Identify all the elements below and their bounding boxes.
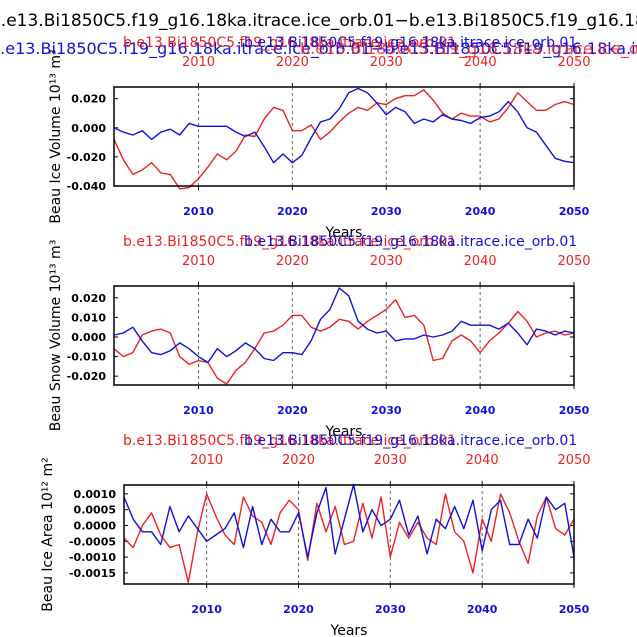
panel-title-red: b.e13.Bi1850C5.f19_g16.18ka.itrace.ice_o…	[123, 234, 456, 250]
bottom-tick-label: 2030	[371, 404, 402, 417]
bottom-tick-label: 2040	[465, 205, 496, 218]
plot-frame	[113, 285, 575, 386]
page-subtitle: b.e13.Bi1850C5.f19_g16.18ka.itrace.ice_o…	[0, 39, 637, 59]
y-axis-label: Beau Ice Area 10¹² m²	[40, 457, 56, 611]
top-tick-label: 2010	[182, 254, 215, 269]
panel-title-red: b.e13.Bi1850C5.f19_g16.18ka.itrace.ice_o…	[123, 35, 456, 51]
series-line-blue	[113, 87, 575, 164]
top-tick-label: 2040	[466, 453, 499, 468]
bottom-tick-label: 2030	[375, 603, 406, 616]
series-line-red	[123, 493, 575, 584]
chart-panel-2: b.e13.Bi1850C5.f19_g16.18ka.itrace.ice_o…	[48, 234, 591, 440]
bottom-tick-label: 2040	[467, 603, 498, 616]
panel-title-red: b.e13.Bi1850C5.f19_g16.18ka.itrace.ice_o…	[123, 433, 456, 449]
panel-title-blue: b.e13.Bi1850C5.f19_g16.18ka.itrace.ice_o…	[244, 433, 577, 449]
y-tick-label: 0.0010	[74, 488, 117, 501]
top-tick-label: 2030	[370, 55, 403, 70]
bottom-tick-label: 2050	[559, 603, 590, 616]
y-tick-label: 0.0005	[74, 504, 116, 517]
bottom-tick-label: 2010	[183, 404, 214, 417]
y-axis-label: Beau Snow Volume 10¹³ m³	[48, 240, 64, 432]
top-tick-label: 2020	[276, 55, 309, 70]
chart-panel-1: b.e13.Bi1850C5.f19_g16.18ka.itrace.ice_o…	[48, 35, 591, 241]
top-tick-label: 2020	[282, 453, 315, 468]
bottom-tick-label: 2020	[283, 603, 314, 616]
y-tick-label: -0.020	[67, 151, 107, 164]
y-tick-label: 0.000	[71, 331, 106, 344]
bottom-tick-label: 2020	[277, 205, 308, 218]
y-tick-label: 0.020	[71, 292, 106, 305]
top-tick-label: 2050	[557, 55, 590, 70]
top-tick-label: 2010	[182, 55, 215, 70]
y-tick-label: 0.000	[71, 122, 106, 135]
y-tick-label: -0.040	[67, 180, 107, 193]
bottom-tick-label: 2050	[559, 404, 590, 417]
y-tick-label: 0.010	[71, 311, 106, 324]
top-tick-label: 2030	[370, 254, 403, 269]
bottom-tick-label: 2010	[183, 205, 214, 218]
page-title: b.e13.Bi1850C5.f19_g16.18ka.itrace.ice_o…	[0, 11, 637, 31]
panel-title-blue: b.e13.Bi1850C5.f19_g16.18ka.itrace.ice_o…	[244, 234, 577, 250]
bottom-tick-label: 2020	[277, 404, 308, 417]
x-axis-label: Years	[325, 424, 363, 440]
bottom-tick-label: 2030	[371, 205, 402, 218]
series-line-red	[113, 299, 575, 385]
top-tick-label: 2010	[190, 453, 223, 468]
y-axis-label: Beau Ice Volume 10¹³ m³	[48, 49, 64, 223]
panels: b.e13.Bi1850C5.f19_g16.18ka.itrace.ice_o…	[40, 35, 591, 637]
y-tick-label: 0.0000	[74, 519, 117, 532]
panel-title-blue: b.e13.Bi1850C5.f19_g16.18ka.itrace.ice_o…	[244, 35, 577, 51]
y-tick-label: -0.0015	[69, 567, 116, 580]
top-tick-label: 2040	[464, 254, 497, 269]
y-tick-label: -0.010	[67, 351, 107, 364]
top-tick-label: 2050	[557, 453, 590, 468]
y-tick-label: -0.0005	[69, 535, 116, 548]
bottom-tick-label: 2040	[465, 404, 496, 417]
top-tick-label: 2050	[557, 254, 590, 269]
chart-panel-3: b.e13.Bi1850C5.f19_g16.18ka.itrace.ice_o…	[40, 433, 591, 637]
top-tick-label: 2040	[464, 55, 497, 70]
bottom-tick-label: 2010	[191, 603, 222, 616]
y-tick-label: 0.020	[71, 93, 106, 106]
y-tick-label: -0.020	[67, 370, 107, 383]
top-tick-label: 2020	[276, 254, 309, 269]
bottom-tick-label: 2050	[559, 205, 590, 218]
x-axis-label: Years	[330, 623, 368, 637]
series-line-blue	[123, 483, 575, 558]
x-axis-label: Years	[325, 225, 363, 241]
y-tick-label: -0.0010	[69, 551, 116, 564]
plot-frame	[113, 86, 575, 187]
page-subtitle-overlap: b.e13.Bi1850C5.f19_g16.18ka.itrace.ice_o…	[300, 39, 637, 59]
top-tick-label: 2030	[374, 453, 407, 468]
series-line-blue	[113, 287, 575, 364]
plot-frame	[123, 484, 575, 585]
